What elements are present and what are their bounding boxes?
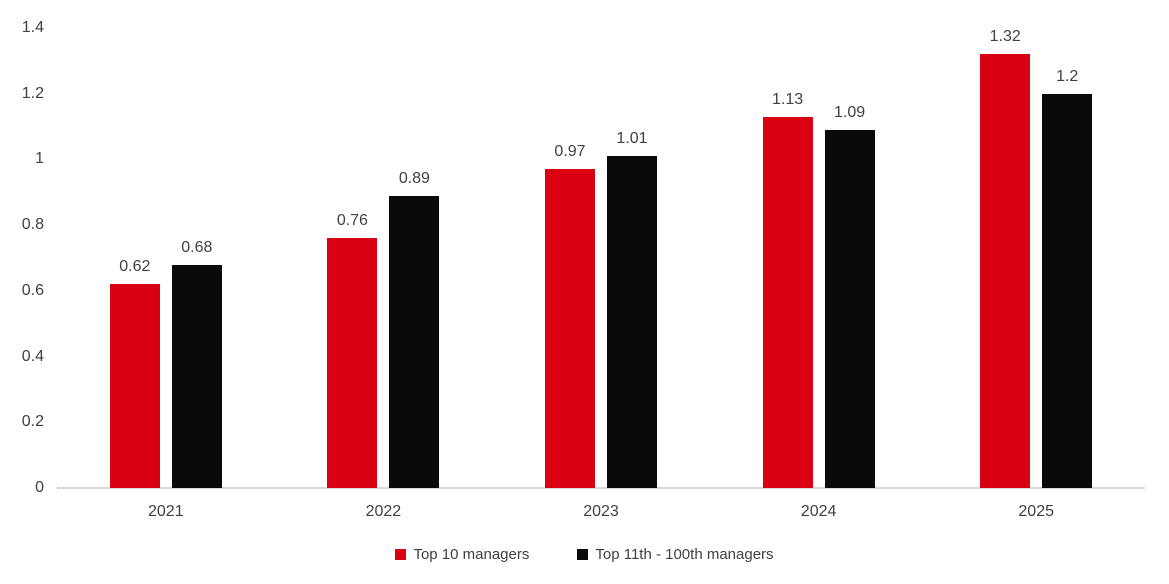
y-axis-tick-label: 1.2 [21,84,44,102]
x-axis-tick-label: 2025 [1018,503,1054,520]
legend-swatch [577,549,589,560]
x-axis-tick-label: 2023 [583,503,619,520]
x-axis-line [57,487,1145,489]
bar-2024-series-1 [824,129,875,488]
bar-value-label: 1.09 [834,103,866,121]
bar-2025-series-1 [1042,93,1093,488]
bar-value-label: 1.01 [616,130,648,148]
bar-value-label: 1.13 [772,90,804,108]
y-axis-tick-label: 0.2 [21,413,44,431]
legend-swatch [395,549,407,560]
legend-item: Top 11th - 100th managers [577,546,774,563]
x-axis-tick-label: 2024 [800,503,837,520]
bar-2023-series-1 [607,156,657,488]
x-axis-tick-label: 2021 [148,503,184,520]
bar-value-label: 1.32 [989,28,1021,46]
y-axis-tick-label: 1.4 [21,19,44,36]
legend-item-label: Top 10 managers [413,546,530,563]
bar-2025-series-0 [980,54,1031,488]
bar-2022-series-0 [327,238,378,488]
y-axis-tick-label: 0.4 [21,347,44,365]
bar-2023-series-0 [545,169,595,488]
bar-value-label: 0.76 [336,212,368,230]
y-axis-tick-label: 0.8 [21,216,44,234]
y-axis-tick-label: 0.6 [21,281,44,299]
bar-value-label: 1.2 [1056,67,1079,85]
bar-2021-series-1 [171,264,222,488]
bar-value-label: 0.97 [554,143,586,161]
bar-value-label: 0.68 [181,238,213,256]
y-axis-tick-label: 1 [35,150,44,168]
x-axis-tick-label: 2022 [365,503,402,520]
y-axis-tick-label: 0 [35,479,44,496]
bar-value-label: 0.62 [119,258,151,276]
bar-2024-series-0 [762,116,813,488]
legend-item-label: Top 11th - 100th managers [595,546,774,563]
bar-value-label: 0.89 [398,169,430,187]
legend-item: Top 10 managers [395,546,529,563]
bar-2021-series-0 [109,284,160,488]
chart-legend: Top 10 managers Top 11th - 100th managers [0,546,1169,563]
bar-2022-series-1 [389,195,440,488]
